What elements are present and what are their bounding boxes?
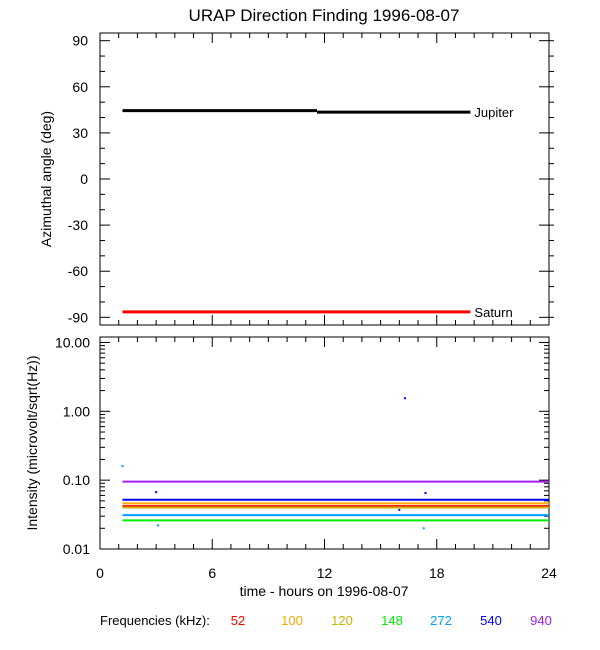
y-tick-label: 1.00 (63, 403, 90, 419)
legend-item-120khz: 120 (331, 613, 353, 628)
azimuth-panel: 90 60 30 0 -30 -60 -90 Jupiter Saturn Azimuthal a… (38, 32, 554, 326)
y-tick-label: -90 (68, 309, 88, 325)
x-tick-label: 18 (429, 565, 445, 581)
y-tick-label: 0 (80, 171, 88, 187)
intensity-panel: 10.00 1.00 0.10 0.01 0 6 12 18 24 Intensity (micr… (24, 334, 557, 581)
legend-title: Frequencies (kHz): (100, 613, 210, 628)
y-tick-label: 0.10 (63, 472, 90, 488)
intensity-point (156, 524, 159, 527)
intensity-point (398, 508, 401, 511)
intensity-point (121, 465, 124, 468)
y-axis-label: Azimuthal angle (deg) (38, 111, 54, 247)
x-tick-label: 0 (96, 565, 104, 581)
intensity-point (424, 492, 427, 495)
legend-item-148khz: 148 (381, 613, 403, 628)
chart-title: URAP Direction Finding 1996-08-07 (189, 6, 460, 25)
intensity-point (422, 527, 425, 530)
y-tick-label: 90 (72, 33, 88, 49)
x-tick-label: 24 (541, 565, 557, 581)
y-tick-label: -60 (68, 263, 88, 279)
x-tick-label: 6 (208, 565, 216, 581)
y-axis-label: Intensity (microvolt/sqrt(Hz)) (24, 355, 40, 530)
azimuth-plot-frame (99, 32, 550, 326)
y-tick-label: -30 (68, 217, 88, 233)
legend-item-940khz: 940 (530, 613, 552, 628)
intensity-point (155, 491, 158, 494)
series-label-jupiter: Jupiter (474, 105, 514, 120)
intensity-plot-frame (99, 336, 550, 550)
frequency-legend: Frequencies (kHz): 52 100 120 148 272 540 940 (100, 613, 552, 628)
y-tick-label: 30 (72, 125, 88, 141)
series-label-saturn: Saturn (474, 305, 512, 320)
legend-item-272khz: 272 (430, 613, 452, 628)
intensity-point (403, 397, 406, 400)
legend-item-100khz: 100 (281, 613, 303, 628)
y-tick-label: 0.01 (63, 541, 90, 557)
x-axis-label: time - hours on 1996-08-07 (240, 583, 409, 599)
legend-item-540khz: 540 (480, 613, 502, 628)
legend-item-52khz: 52 (231, 613, 245, 628)
x-tick-label: 12 (317, 565, 333, 581)
y-tick-label: 60 (72, 79, 88, 95)
y-tick-label: 10.00 (55, 334, 90, 350)
